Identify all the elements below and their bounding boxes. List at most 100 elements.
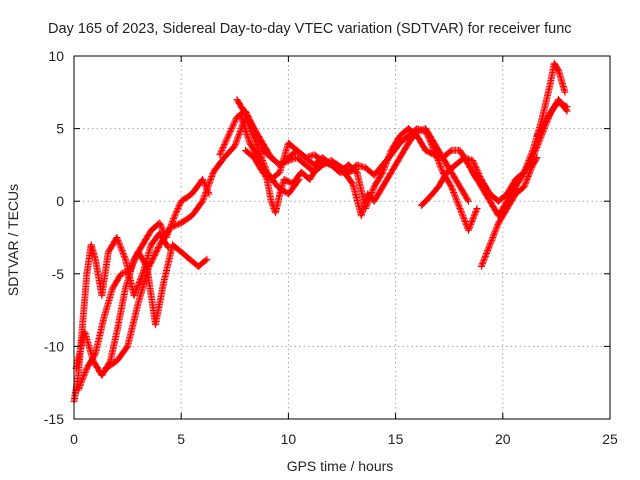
data-point <box>387 155 403 176</box>
x-axis-label: GPS time / hours <box>287 458 394 474</box>
data-point <box>113 286 129 336</box>
y-tick-label: 5 <box>56 121 64 137</box>
data-point <box>250 125 266 146</box>
x-tick-label: 25 <box>602 431 618 447</box>
data-point <box>171 199 185 220</box>
data-point <box>177 191 195 205</box>
data-point <box>469 157 485 182</box>
data-point <box>465 206 480 234</box>
data-point <box>387 133 403 154</box>
data-point <box>194 256 210 270</box>
data-point <box>396 133 411 147</box>
y-tick-label: 10 <box>48 48 64 64</box>
data-point <box>533 154 541 162</box>
data-point <box>134 248 150 269</box>
chart-title: Day 165 of 2023, Sidereal Day-to-day VTE… <box>48 21 572 37</box>
data-point <box>259 139 274 160</box>
data-point <box>529 155 540 169</box>
data-point <box>250 154 266 175</box>
data-point <box>439 147 454 162</box>
plot-frame <box>73 55 611 420</box>
data-point <box>520 162 536 191</box>
data-point <box>370 170 386 191</box>
data-point <box>495 206 510 227</box>
data-point <box>169 241 184 255</box>
data-point <box>102 358 120 372</box>
data-point <box>447 168 463 189</box>
y-tick-label: -15 <box>44 411 64 427</box>
data-point <box>477 183 493 204</box>
x-tick-label: 15 <box>388 431 404 447</box>
data-point <box>220 143 238 162</box>
x-tick-label: 10 <box>281 431 297 447</box>
data-point <box>379 148 395 176</box>
data-point <box>113 234 129 262</box>
y-axis-label: SDTVAR / TECUs <box>5 184 21 296</box>
series-track-4 <box>102 113 303 372</box>
data-point <box>276 141 292 176</box>
series-track-3 <box>74 241 211 394</box>
data-point <box>276 177 288 198</box>
data-point <box>145 242 163 270</box>
data-point <box>413 132 429 153</box>
axis-ticks: 0 5 10 15 20 25 -15 -10 -5 0 5 10 <box>44 48 618 447</box>
data-point <box>495 191 510 205</box>
series-track-12 <box>533 99 571 140</box>
data-point <box>542 104 557 125</box>
data-point <box>473 204 481 212</box>
data-point <box>512 170 527 191</box>
data-point <box>216 133 232 159</box>
data-marks <box>70 59 571 406</box>
data-point <box>477 175 493 197</box>
data-point <box>152 279 168 329</box>
data-point <box>362 184 378 212</box>
data-point <box>310 151 325 164</box>
data-point <box>512 184 527 198</box>
data-point <box>156 225 174 249</box>
data-point <box>370 184 386 205</box>
data-point <box>106 329 120 365</box>
data-point <box>242 146 257 161</box>
data-point <box>242 110 257 131</box>
data-point <box>306 158 324 183</box>
y-tick-label: -5 <box>52 266 65 282</box>
data-point <box>177 213 195 227</box>
data-point <box>233 96 249 117</box>
data-point <box>469 168 485 189</box>
data-point <box>486 220 502 249</box>
x-tick-label: 0 <box>70 431 78 447</box>
data-point <box>344 161 360 175</box>
series-track-10 <box>469 59 569 220</box>
data-point <box>426 184 441 201</box>
data-point <box>520 148 536 176</box>
data-point <box>203 255 211 263</box>
data-point <box>417 194 433 210</box>
data-point <box>435 170 450 191</box>
data-point <box>139 228 154 249</box>
data-point <box>100 286 116 321</box>
data-point <box>495 199 510 220</box>
series-track-6 <box>233 96 481 234</box>
series-track-8 <box>242 125 481 212</box>
data-point <box>289 169 304 188</box>
data-point <box>443 162 459 176</box>
data-point <box>405 125 420 139</box>
data-point <box>177 248 193 262</box>
data-point <box>263 175 275 204</box>
data-point <box>267 169 283 183</box>
data-point <box>272 191 283 217</box>
data-point <box>98 250 112 300</box>
data-point <box>503 191 519 212</box>
data-point <box>284 139 300 153</box>
data-point <box>134 264 153 307</box>
data-point <box>319 157 334 168</box>
data-point <box>79 271 91 329</box>
data-point <box>160 242 176 285</box>
data-point <box>555 99 570 110</box>
series-track-11 <box>477 154 541 270</box>
y-tick-label: 0 <box>56 193 64 209</box>
data-point <box>188 198 206 220</box>
data-point <box>237 113 253 146</box>
data-point <box>224 114 240 140</box>
data-point <box>87 241 99 262</box>
